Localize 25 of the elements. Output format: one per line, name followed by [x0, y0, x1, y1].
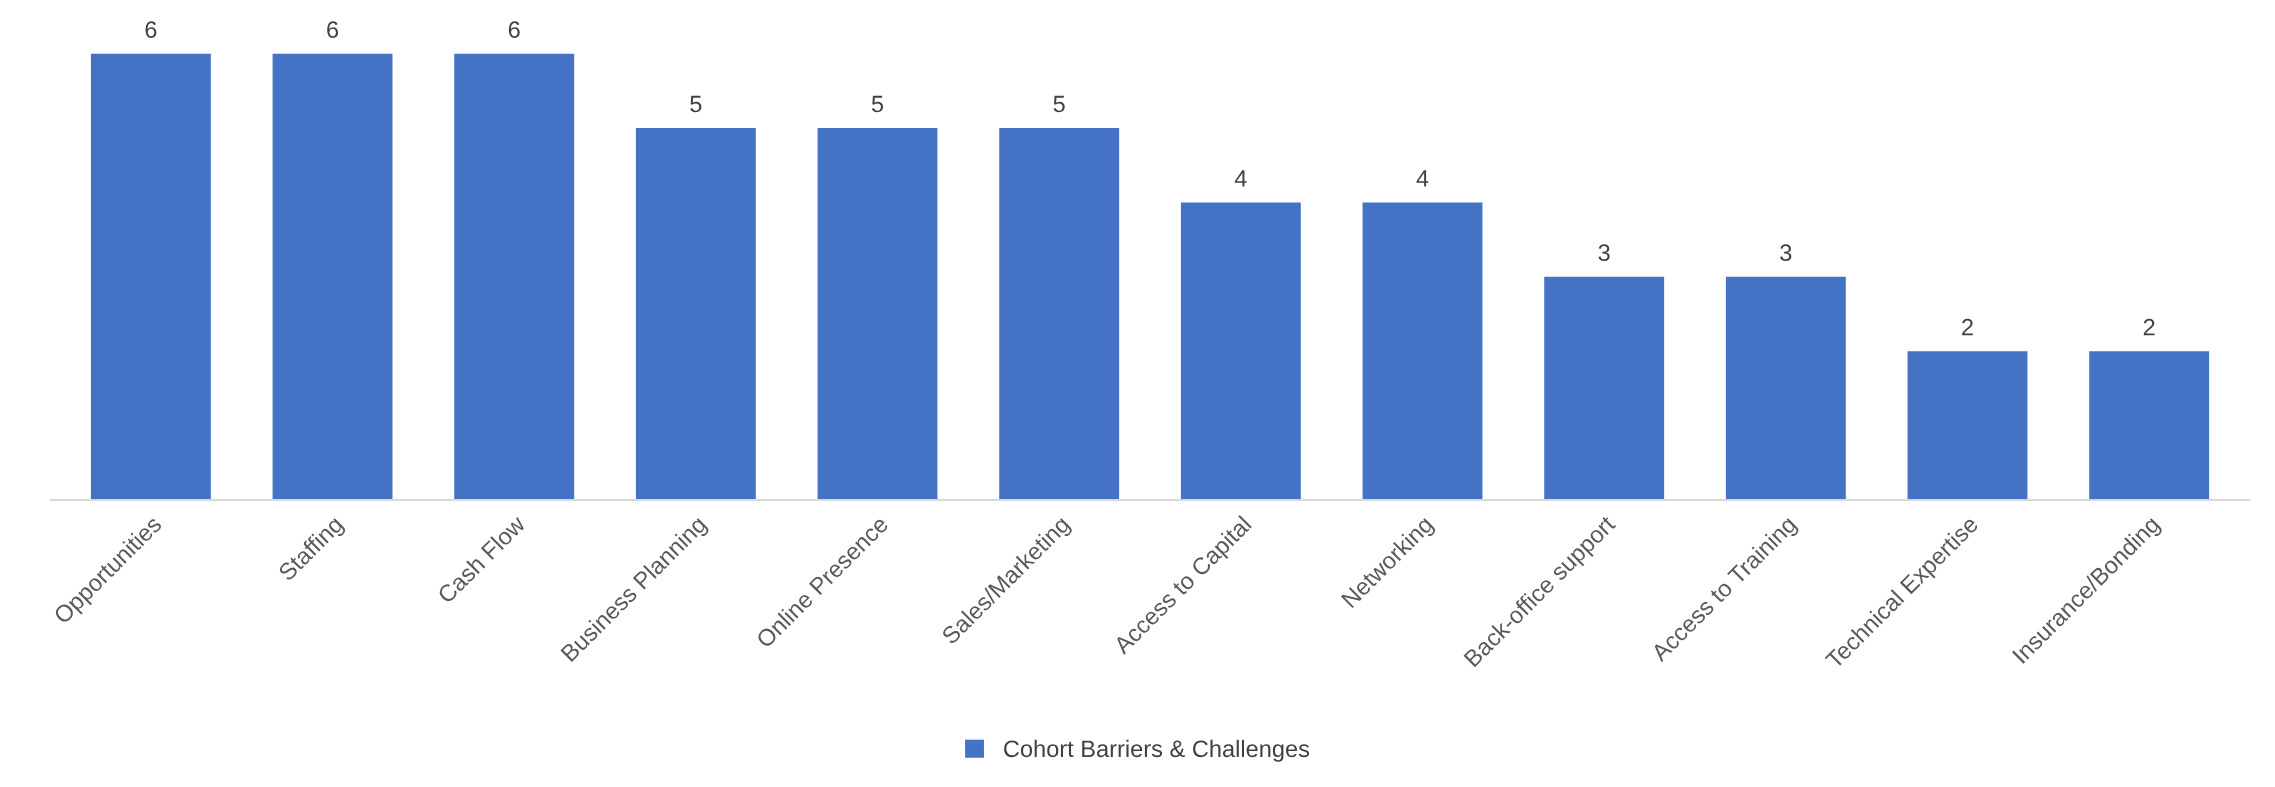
bar	[1180, 202, 1301, 500]
data-label: 6	[327, 21, 339, 38]
bar	[1362, 202, 1483, 500]
bar	[1907, 351, 2028, 500]
data-label: 6	[508, 21, 520, 38]
data-label: 4	[1416, 170, 1429, 187]
bar	[272, 53, 393, 500]
data-label: 4	[1234, 170, 1247, 187]
bar	[90, 53, 211, 500]
bar	[817, 128, 938, 500]
bar	[999, 128, 1120, 500]
bar	[635, 128, 756, 500]
data-label: 2	[2143, 318, 2155, 336]
bar	[1544, 276, 1665, 500]
bar	[2089, 351, 2210, 500]
data-label: 2	[1962, 318, 1973, 336]
bar	[454, 53, 575, 500]
bar	[1725, 276, 1846, 500]
data-label: 5	[690, 95, 702, 113]
legend-label: Cohort Barriers & Challenges	[1004, 739, 1310, 762]
data-label: 3	[1598, 244, 1610, 262]
data-label: 5	[1053, 95, 1065, 113]
data-label: 6	[145, 21, 157, 38]
data-label: 5	[871, 95, 884, 113]
data-label: 3	[1780, 244, 1792, 262]
